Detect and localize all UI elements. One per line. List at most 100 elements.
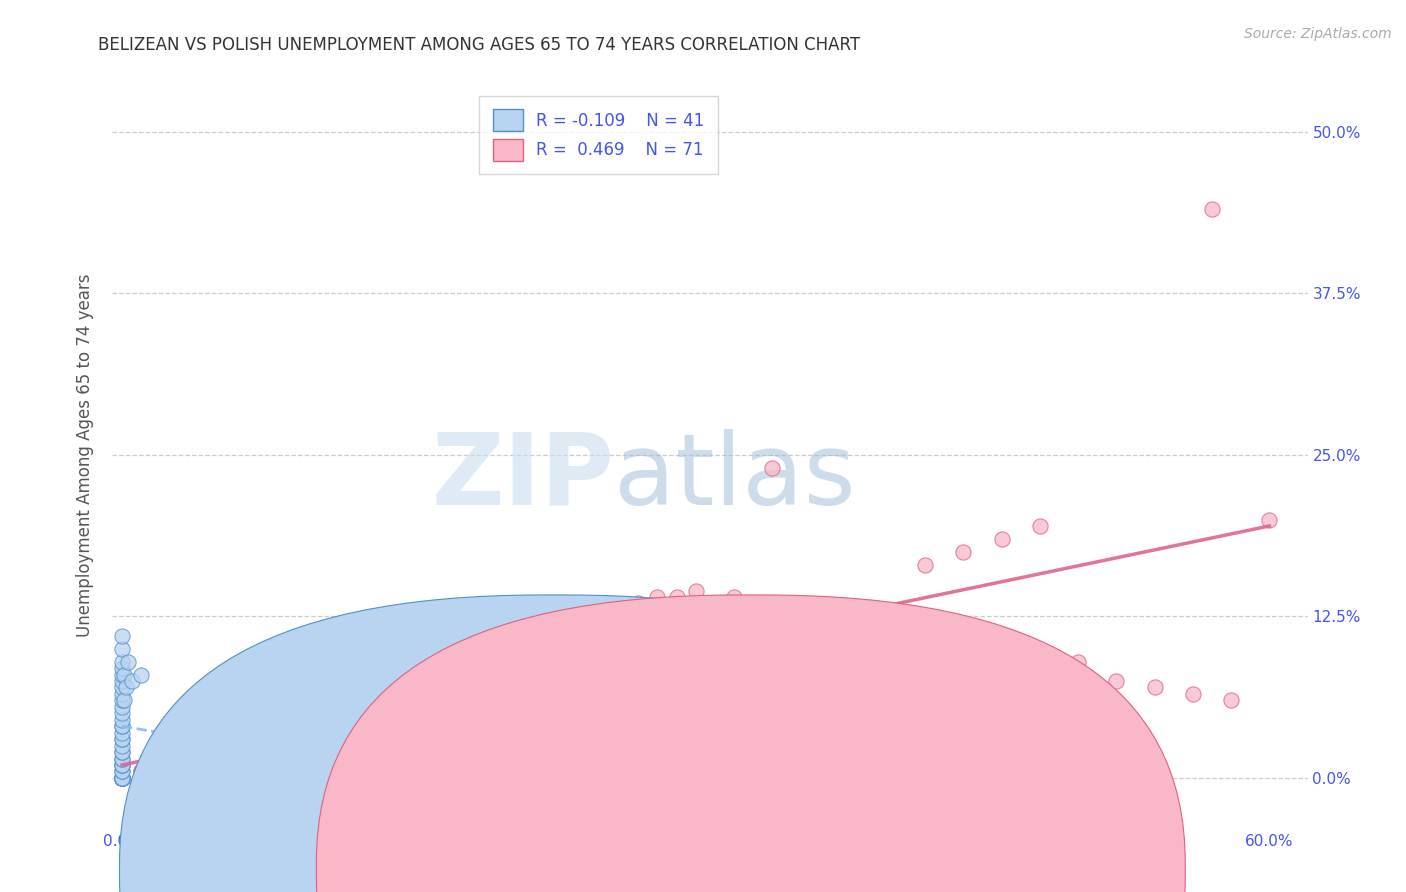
Point [589,609,612,624]
Point [245,719,267,733]
Point [111,706,134,721]
Point [456,655,478,669]
Point [112,693,135,707]
Point [838,641,860,656]
Point [551,623,574,637]
Point [607,603,630,617]
Point [111,764,134,779]
Point [111,655,134,669]
Point [111,693,134,707]
Point [111,771,134,785]
Point [398,667,420,681]
Point [177,745,200,759]
Point [207,732,229,747]
Point [111,771,134,785]
Text: Source: ZipAtlas.com: Source: ZipAtlas.com [1244,27,1392,41]
Legend: R = -0.109    N = 41, R =  0.469    N = 71: R = -0.109 N = 41, R = 0.469 N = 71 [479,96,717,174]
Point [111,751,134,765]
Point [111,771,134,785]
Point [111,739,134,753]
Point [990,532,1012,546]
Point [378,673,401,688]
Point [340,681,363,695]
Point [1143,681,1166,695]
Text: Poles: Poles [782,859,821,874]
Point [111,771,134,785]
Point [627,597,650,611]
Text: BELIZEAN VS POLISH UNEMPLOYMENT AMONG AGES 65 TO 74 YEARS CORRELATION CHART: BELIZEAN VS POLISH UNEMPLOYMENT AMONG AG… [98,36,860,54]
Point [111,732,134,747]
Point [494,641,516,656]
Point [474,641,496,656]
Point [112,667,135,681]
Point [111,687,134,701]
Point [569,615,592,630]
Point [111,629,134,643]
Point [111,771,134,785]
Text: ZIP: ZIP [432,429,614,526]
Point [321,681,343,695]
Point [139,758,162,772]
Point [761,460,783,475]
Point [111,713,134,727]
Point [111,771,134,785]
Point [416,661,439,675]
Point [159,751,181,765]
Point [436,655,458,669]
Point [111,771,134,785]
Point [111,725,134,739]
Point [115,681,138,695]
Point [685,583,707,598]
Point [665,590,688,604]
Point [914,558,936,572]
Point [129,667,152,681]
Point [235,719,257,733]
Point [360,673,382,688]
Point [111,661,134,675]
Point [799,603,821,617]
Point [111,751,134,765]
Point [512,635,534,649]
Point [129,764,152,779]
Point [111,681,134,695]
Point [111,771,134,785]
Point [111,771,134,785]
Point [1220,693,1243,707]
Point [1181,687,1204,701]
Point [111,758,134,772]
Point [207,732,229,747]
Point [117,655,139,669]
Point [111,758,134,772]
Point [111,771,134,785]
Point [149,751,172,765]
Point [111,719,134,733]
Point [111,732,134,747]
Point [217,732,239,747]
Point [302,699,325,714]
Point [111,771,134,785]
Point [876,667,898,681]
Point [187,739,209,753]
Point [1067,655,1090,669]
Point [169,745,191,759]
Point [111,641,134,656]
Point [187,745,209,759]
Point [225,725,247,739]
Point [197,739,219,753]
Point [111,719,134,733]
Point [149,758,172,772]
Point [1258,512,1281,526]
Point [111,745,134,759]
Point [111,758,134,772]
Point [111,673,134,688]
Point [302,687,325,701]
Point [302,693,325,707]
Point [1105,673,1128,688]
Point [1201,202,1223,217]
Point [647,590,669,604]
Point [121,673,143,688]
Point [111,771,134,785]
Point [531,629,554,643]
Point [111,771,134,785]
Point [129,764,152,779]
